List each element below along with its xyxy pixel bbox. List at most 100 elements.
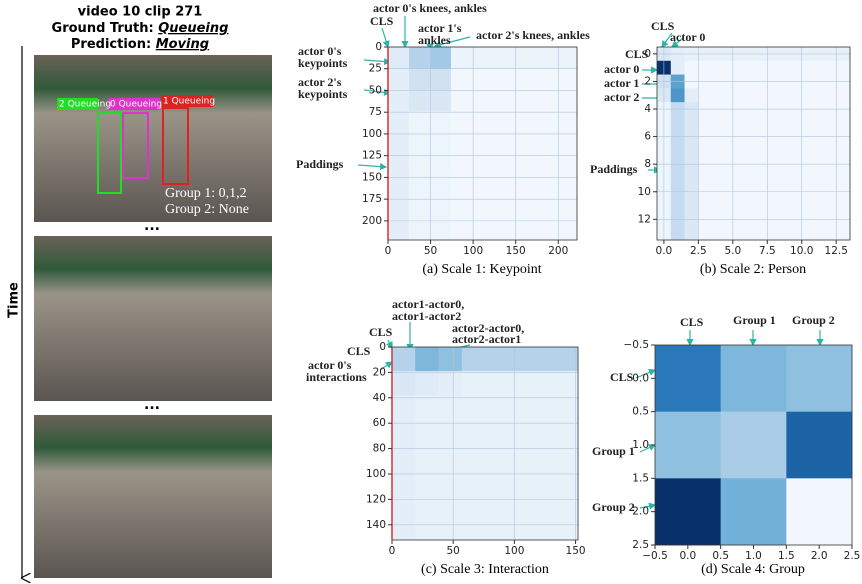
y-tick-label: 100: [362, 128, 382, 140]
annotation: actor 0's: [308, 358, 352, 372]
x-tick-label: 200: [548, 245, 568, 257]
annotation: Paddings: [296, 157, 344, 171]
heat-cell: [514, 132, 536, 155]
heat-cell: [781, 198, 796, 213]
caption: (d) Scale 4: Group: [701, 562, 805, 577]
heat-cell: [409, 154, 431, 176]
x-tick-label: 2.5: [690, 245, 707, 257]
ellipsis: ...: [144, 218, 160, 234]
heat-cell: [753, 60, 768, 75]
heat-cell: [822, 198, 837, 213]
heat-cell: [514, 197, 536, 219]
annotation: Group 1: [592, 444, 635, 458]
annotation: CLS: [347, 344, 371, 358]
heat-cell: [535, 68, 557, 91]
heat-cell: [554, 395, 579, 420]
heat-cell: [388, 132, 410, 155]
heat-cell: [684, 143, 699, 158]
annotation: CLS: [651, 19, 675, 33]
y-tick-label: 75: [369, 106, 382, 118]
heat-cell: [535, 47, 557, 69]
y-tick-label: 150: [362, 171, 382, 183]
heat-cell: [485, 515, 509, 541]
y-tick-label: 1.0: [632, 439, 649, 451]
annotation: actor 0's: [298, 44, 342, 58]
heat-cell: [535, 175, 557, 198]
heat-cell: [430, 218, 452, 241]
annotation: actor 0: [604, 62, 639, 76]
heat-cell: [712, 115, 727, 131]
annotation: Group 2: [792, 313, 835, 327]
video-title: video 10 clip 271: [78, 5, 203, 20]
heat-cell: [836, 60, 851, 75]
heat-cell: [684, 226, 699, 241]
heat-cell: [786, 345, 853, 412]
heat-cell: [461, 467, 486, 493]
heat-cell: [698, 171, 713, 186]
annotation: actor 1's: [418, 21, 462, 35]
heat-cell: [415, 515, 439, 541]
heat-cell: [514, 68, 536, 91]
heat-cell: [808, 143, 823, 158]
heat-cell: [781, 115, 796, 131]
heat-cell: [415, 395, 439, 420]
heat-cell: [753, 226, 768, 241]
y-tick-label: 4: [644, 103, 651, 115]
heat-cell: [836, 143, 851, 158]
x-tick-label: 2.0: [811, 550, 828, 562]
heat-cell: [698, 143, 713, 158]
heat-cell: [485, 419, 509, 444]
heat-cell: [808, 198, 823, 213]
heat-cell: [388, 68, 410, 91]
heat-cell: [556, 154, 578, 176]
heat-cell: [430, 175, 452, 198]
x-tick-label: 5.0: [724, 245, 741, 257]
heat-cell: [415, 467, 439, 493]
heat-cell: [712, 171, 727, 186]
heat-cell: [451, 111, 473, 134]
heat-cell: [514, 47, 536, 69]
caption: (a) Scale 1: Keypoint: [422, 262, 541, 277]
heat-cell: [472, 47, 494, 69]
heat-cell: [655, 345, 721, 412]
y-tick-label: 40: [373, 392, 386, 404]
heat-cell: [836, 171, 851, 186]
annotation: actor 0: [670, 30, 705, 44]
heat-cell: [472, 197, 494, 219]
annotation: interactions: [306, 370, 367, 384]
x-tick-label: 0.0: [679, 550, 696, 562]
heat-cell: [720, 345, 787, 412]
heat-cell: [451, 154, 473, 176]
ground-truth-label: Ground Truth:: [52, 21, 154, 36]
video-frame: [34, 236, 272, 401]
x-tick-label: 12.5: [825, 245, 848, 257]
heat-cell: [451, 68, 473, 91]
heat-cell: [836, 115, 851, 131]
caption: (c) Scale 3: Interaction: [421, 562, 549, 577]
heat-cell: [781, 60, 796, 75]
heat-cell: [836, 88, 851, 103]
heat-cell: [409, 197, 431, 219]
person-box: [122, 112, 149, 179]
heat-cell: [556, 89, 578, 112]
heat-cell: [508, 347, 532, 372]
heat-cell: [698, 60, 713, 75]
heat-cell: [720, 411, 787, 479]
heat-cell: [461, 443, 486, 468]
heat-cell: [438, 491, 463, 517]
heat-cell: [739, 88, 754, 103]
heat-cell: [556, 132, 578, 155]
heat-cell: [430, 132, 452, 155]
person-box: [97, 112, 122, 194]
heat-cell: [415, 347, 439, 372]
heat-cell: [461, 347, 486, 372]
heat-cell: [388, 154, 410, 176]
heat-cell: [415, 371, 439, 396]
heat-cell: [493, 132, 515, 155]
video-frame: [34, 415, 272, 578]
heat-cell: [808, 88, 823, 103]
heat-cell: [739, 226, 754, 241]
heat-cell: [822, 143, 837, 158]
heat-cell: [808, 115, 823, 131]
heat-cell: [767, 226, 782, 241]
